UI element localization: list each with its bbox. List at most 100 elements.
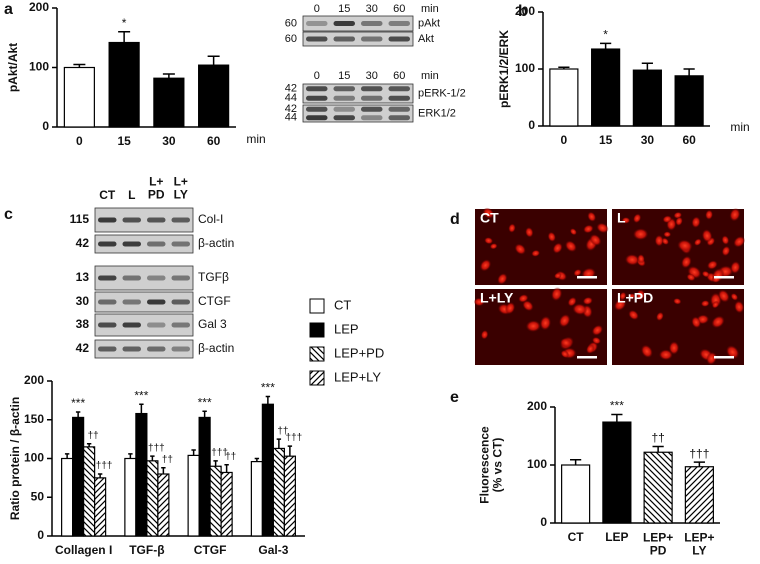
significance-label: †† <box>225 451 236 462</box>
cell <box>551 287 563 302</box>
bar <box>209 465 222 537</box>
error-bar <box>213 460 218 467</box>
blot-band <box>306 115 328 121</box>
protein-label: CTGF <box>198 294 231 308</box>
blot-band <box>122 322 141 328</box>
bar <box>643 451 673 524</box>
x-tick-label: CT <box>568 530 585 544</box>
legend-swatch <box>309 370 325 386</box>
cell <box>564 240 577 253</box>
panel-letter: c <box>4 206 13 223</box>
cell <box>701 229 713 243</box>
protein-label: Akt <box>418 33 434 45</box>
error-bar <box>64 453 70 459</box>
bar <box>591 48 621 127</box>
bar <box>272 447 285 537</box>
cell <box>673 298 682 305</box>
blot-band <box>171 346 190 352</box>
error-bar <box>162 73 175 79</box>
error-bar <box>276 438 282 449</box>
y-tick-label: 100 <box>527 457 547 471</box>
blot-band <box>388 36 410 42</box>
x-tick-label: 0 <box>76 134 83 148</box>
x-tick-label: 15 <box>599 133 613 147</box>
error-bar <box>570 459 582 465</box>
legend-label: LEP+LY <box>334 369 381 384</box>
blot-band <box>388 86 410 92</box>
bar <box>94 477 107 537</box>
cell <box>480 329 489 340</box>
significance-label: * <box>122 16 127 30</box>
blot-band <box>361 86 383 92</box>
cell <box>640 344 653 358</box>
bar <box>198 64 230 128</box>
lane-label: 0 <box>314 70 320 82</box>
blot-band <box>361 21 383 26</box>
lane-label: L+ LY <box>174 175 188 202</box>
error-bar <box>118 31 131 43</box>
molecular-weight: 42 <box>285 103 297 115</box>
cell <box>558 314 571 328</box>
molecular-weight: 60 <box>285 17 297 29</box>
cell <box>531 249 541 257</box>
error-bar <box>287 445 293 457</box>
blot-strip <box>94 234 194 254</box>
cell <box>637 254 645 264</box>
molecular-weight: 42 <box>76 236 90 250</box>
cell <box>525 320 541 333</box>
cell <box>624 254 640 266</box>
cell <box>582 296 593 305</box>
y-tick-label: 0 <box>37 528 44 542</box>
lane-label: L+ PD <box>148 175 165 202</box>
lane-label: 30 <box>366 70 378 82</box>
blot-band <box>171 217 190 223</box>
cell <box>733 236 746 248</box>
blot-band <box>333 36 355 42</box>
blot-band <box>306 36 328 42</box>
cell <box>675 216 683 226</box>
micrograph: CT <box>475 207 609 285</box>
y-axis-label: Ratio protein / β-actin <box>8 397 22 520</box>
blot-band <box>361 106 383 112</box>
cell <box>711 315 725 329</box>
significance-label: †† <box>88 430 99 441</box>
bar <box>187 454 200 537</box>
error-bar <box>191 449 196 456</box>
significance-label: †† <box>162 454 173 465</box>
x-tick-label: TGF-β <box>129 543 164 557</box>
bar <box>153 77 185 128</box>
cell <box>479 259 492 272</box>
lane-label: 15 <box>338 3 350 15</box>
cell <box>613 298 627 311</box>
protein-label: β-actin <box>198 236 234 250</box>
blot-band <box>122 275 141 281</box>
cell <box>677 239 693 252</box>
cell <box>589 234 602 246</box>
significance-label: *** <box>261 381 275 395</box>
blot-band <box>171 275 190 281</box>
cell <box>707 260 718 270</box>
significance-label: †† <box>277 426 288 437</box>
lane-label: 15 <box>338 70 350 82</box>
cell <box>721 245 731 257</box>
blot-band <box>388 95 410 101</box>
cell <box>700 300 710 307</box>
cell <box>717 289 730 303</box>
micrograph-label: L+PD <box>617 290 653 306</box>
x-tick-label: Gal-3 <box>258 543 288 557</box>
cell <box>656 311 664 321</box>
blot-band <box>171 241 190 247</box>
molecular-weight: 42 <box>285 83 297 95</box>
x-tick-label: 30 <box>162 134 176 148</box>
blot-band <box>388 21 410 26</box>
x-tick-label: Collagen I <box>55 543 112 557</box>
significance-label: ††† <box>148 443 165 454</box>
y-axis-label: pERK1/2/ERK <box>497 30 511 108</box>
cell <box>681 255 692 269</box>
blot-band <box>361 115 383 121</box>
x-tick-label: 15 <box>117 134 131 148</box>
significance-label: ††† <box>96 461 113 472</box>
blot-band <box>122 346 141 352</box>
y-tick-label: 100 <box>24 451 44 465</box>
